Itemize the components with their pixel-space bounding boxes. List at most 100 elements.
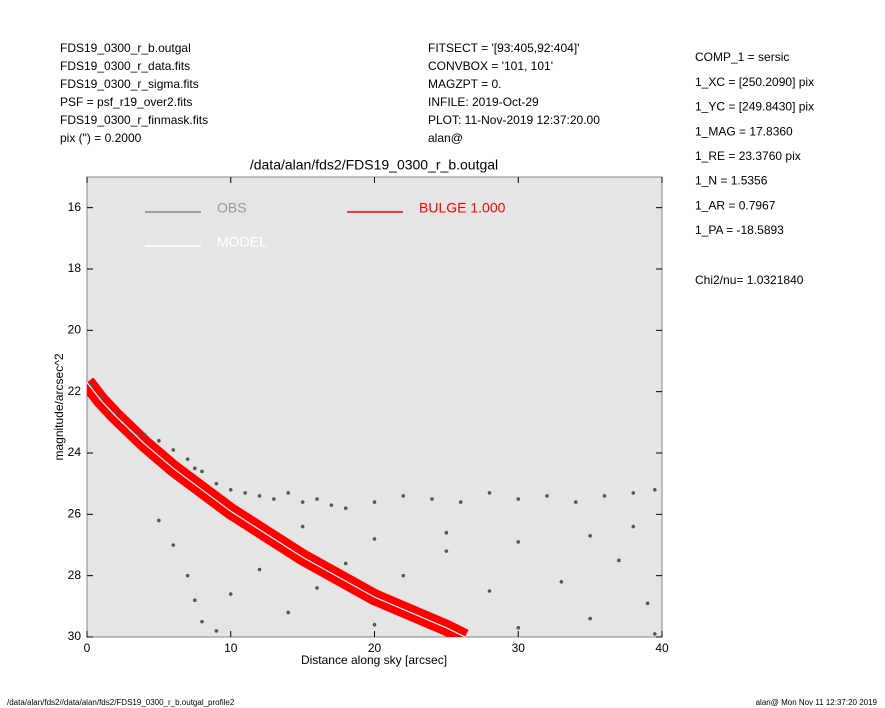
obs-point	[142, 432, 147, 437]
parameter: 1_YC = [249.8430] pix	[695, 100, 814, 114]
obs-point	[372, 537, 377, 541]
obs-point	[185, 457, 190, 461]
y-tick-label: 30	[68, 629, 82, 643]
obs-point	[559, 580, 564, 584]
header-line: FDS19_0300_r_b.outgal	[60, 41, 191, 55]
obs-point	[430, 497, 434, 501]
obs-point	[545, 494, 549, 498]
obs-point	[487, 491, 492, 495]
obs-point	[631, 491, 636, 495]
obs-point	[243, 491, 247, 495]
y-tick-label: 22	[68, 384, 82, 398]
obs-point	[286, 610, 291, 615]
obs-point	[617, 558, 621, 563]
obs-point	[653, 488, 657, 492]
obs-point	[631, 524, 636, 529]
obs-point	[401, 494, 406, 498]
obs-point	[653, 632, 657, 636]
obs-point	[315, 497, 319, 501]
obs-point	[99, 396, 104, 400]
obs-point	[487, 589, 492, 593]
header-line: FDS19_0300_r_finmask.fits	[60, 113, 208, 127]
parameter: 1_XC = [250.2090] pix	[695, 75, 814, 89]
y-tick-label: 20	[68, 323, 82, 337]
plot-area	[86, 176, 663, 638]
obs-point	[372, 622, 377, 627]
header-line: PLOT: 11-Nov-2019 12:37:20.00	[428, 113, 600, 127]
header-line: INFILE: 2019-Oct-29	[428, 95, 539, 109]
parameter: 1_PA = -18.5893	[695, 223, 784, 237]
obs-point	[588, 534, 592, 538]
obs-point	[193, 466, 197, 471]
obs-point	[329, 503, 334, 507]
obs-point	[193, 598, 197, 602]
x-tick-label: 0	[84, 641, 91, 655]
obs-point	[343, 506, 348, 511]
obs-point	[602, 494, 607, 498]
obs-point	[157, 438, 161, 443]
obs-point	[516, 626, 521, 630]
parameter: COMP_1 = sersic	[695, 50, 789, 64]
header-line: FDS19_0300_r_data.fits	[60, 59, 190, 73]
y-tick-label: 18	[68, 261, 82, 275]
header-line: pix (") = 0.2000	[60, 131, 142, 145]
x-tick-label: 10	[224, 641, 238, 655]
obs-point	[171, 448, 176, 452]
x-tick-label: 30	[512, 641, 526, 655]
x-tick-label: 40	[655, 641, 669, 655]
footer-left: /data/alan/fds2//data/alan/fds2/FDS19_03…	[7, 698, 235, 707]
obs-point	[372, 500, 377, 504]
header-line: PSF = psf_r19_over2.fits	[60, 95, 192, 109]
obs-point	[401, 573, 406, 578]
obs-point	[444, 530, 449, 535]
obs-point	[300, 524, 305, 529]
obs-point	[645, 601, 650, 606]
legend-label: BULGE 1.000	[419, 200, 506, 216]
obs-point	[444, 549, 449, 553]
obs-point	[257, 494, 262, 498]
obs-point	[113, 411, 118, 415]
parameter: 1_N = 1.5356	[695, 174, 768, 188]
parameter: 1_RE = 23.3760 pix	[695, 149, 801, 163]
obs-point	[588, 616, 592, 621]
y-tick-label: 24	[68, 445, 82, 459]
obs-point	[343, 561, 348, 566]
header-line: MAGZPT = 0.	[428, 77, 501, 91]
header-line: FDS19_0300_r_sigma.fits	[60, 77, 199, 91]
obs-point	[171, 543, 176, 547]
legend-label: OBS	[217, 200, 247, 216]
obs-point	[300, 500, 305, 504]
obs-point	[516, 497, 521, 501]
parameter: 1_AR = 0.7967	[695, 198, 776, 212]
obs-point	[200, 469, 204, 474]
legend-label: MODEL	[217, 234, 267, 250]
y-tick-label: 16	[68, 200, 82, 214]
chi2: Chi2/nu= 1.0321840	[695, 273, 804, 287]
y-tick-label: 26	[68, 507, 82, 521]
header-line: alan@	[428, 131, 463, 145]
x-axis-label: Distance along sky [arcsec]	[301, 653, 447, 667]
header-line: FITSECT = '[93:405,92:404]'	[428, 41, 579, 55]
obs-point	[573, 500, 578, 504]
obs-point	[315, 586, 319, 590]
profile-line	[87, 382, 466, 637]
chart-title: /data/alan/fds2/FDS19_0300_r_b.outgal	[250, 157, 498, 173]
obs-point	[286, 491, 291, 495]
obs-point	[272, 497, 276, 501]
y-axis-label: magnitude/arcsec^2	[52, 353, 66, 460]
obs-point	[257, 567, 262, 572]
obs-point	[228, 488, 233, 492]
footer-right: alan@ Mon Nov 11 12:37:20 2019	[756, 698, 878, 707]
header-line: CONVBOX = '101, 101'	[428, 59, 553, 73]
obs-point	[157, 518, 161, 523]
obs-point	[214, 629, 219, 633]
obs-point	[458, 500, 463, 504]
parameter: 1_MAG = 17.8360	[695, 124, 793, 138]
y-tick-label: 28	[68, 568, 82, 582]
obs-point	[185, 573, 190, 578]
obs-point	[214, 481, 219, 486]
obs-point	[200, 619, 204, 624]
obs-point	[228, 592, 233, 596]
obs-point	[516, 540, 521, 544]
